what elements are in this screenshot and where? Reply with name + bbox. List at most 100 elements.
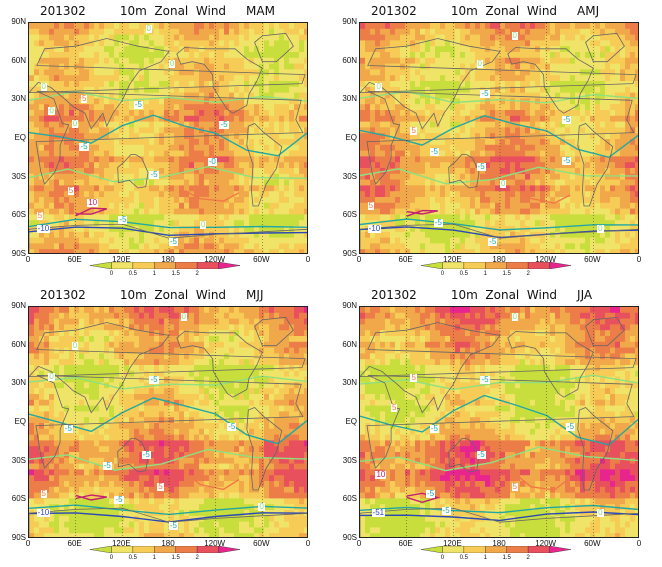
panel-title: 201302 10m Zonal Wind MAM <box>40 4 320 18</box>
lat-tick-label: 60N <box>342 339 357 349</box>
lat-tick-label: 60N <box>342 55 357 65</box>
contour-label: 0 <box>499 179 507 189</box>
contour-label: -5 <box>476 162 486 172</box>
lat-tick-label: EQ <box>345 133 357 142</box>
lon-tick-label: 60E <box>67 539 82 548</box>
contour-label: -5 <box>79 141 89 151</box>
coastline <box>254 316 294 347</box>
coastline <box>360 223 638 253</box>
coastline <box>254 32 294 63</box>
colorbar-swatch <box>196 262 219 269</box>
contour-label: 0 <box>511 30 518 40</box>
contour-label: 5 <box>410 126 417 136</box>
coastline <box>507 47 594 114</box>
lon-tick-label: 60W <box>584 539 601 548</box>
colorbar-tick-label: 1.5 <box>502 555 511 561</box>
lat-tick-label: 30S <box>11 171 26 181</box>
contour-label: 0 <box>258 501 265 511</box>
colorbar-swatch <box>506 546 529 553</box>
contour-label: -5 <box>480 88 490 98</box>
lon-tick-label: 60W <box>584 255 601 264</box>
lon-tick-label: 60W <box>253 539 270 548</box>
colorbar-swatch <box>175 262 198 269</box>
contour-line <box>360 90 638 104</box>
contour-line <box>360 166 638 185</box>
lon-tick-label: 0 <box>356 255 362 264</box>
colorbar-tick-label: 0.5 <box>128 271 138 277</box>
colorbar-tick-label: 1.5 <box>171 555 180 561</box>
lat-tick-label: 90N <box>342 301 357 310</box>
wind-field-svg <box>29 23 307 253</box>
contour-label: -5 <box>118 215 128 225</box>
lat-tick-label: 90S <box>11 249 26 258</box>
colorbar-tick-label: 0.5 <box>128 555 138 561</box>
coastline <box>360 322 637 414</box>
title-variable: 10m Zonal Wind <box>119 4 227 18</box>
lon-tick-label: 180 <box>492 539 506 548</box>
lat-tick-label: 30S <box>342 455 357 465</box>
colorbar-tick-label: 0 <box>440 555 445 561</box>
map-plot: 0 0 -5 0 -5 -5 -5 -5 5 5 -5 -10 -5 0 <box>28 306 308 538</box>
contour-label: 5 <box>40 488 47 498</box>
zonal-wind-panel-amj: 201302 10m Zonal Wind AMJ 0 0 0 -5 -5 5 -5 -5 -5 0 5 -… <box>331 0 662 283</box>
contour-label: 5 <box>367 201 375 211</box>
lon-tick-label: 0 <box>636 539 642 548</box>
colorbar-swatch <box>527 262 550 269</box>
lon-tick-label: 120E <box>111 255 131 264</box>
contour-label: 10 <box>87 198 99 208</box>
coastline <box>585 32 625 63</box>
colorbar-tick-label: 1 <box>152 555 156 561</box>
colorbar-tick-label: 1 <box>483 555 487 561</box>
colorbar-tick-label: 2 <box>195 271 199 277</box>
wind-field-svg <box>360 23 638 253</box>
contour-label: 0 <box>71 118 79 128</box>
colorbar-tick-label: 1 <box>152 271 156 277</box>
coastline <box>117 154 149 189</box>
colorbar-swatch <box>421 546 443 553</box>
coastline <box>360 507 638 537</box>
lon-tick-label: 180 <box>492 255 506 264</box>
zonal-wind-panel-mjj: 201302 10m Zonal Wind MJJ 0 0 -5 0 -5 -5 -5 -5 5 5 -5… <box>0 284 331 567</box>
lat-tick-label: 30N <box>11 94 26 104</box>
colorbar-swatch <box>196 546 219 553</box>
contour-label: -5 <box>562 114 572 124</box>
colorbar-tick-label: 0 <box>440 271 445 277</box>
colorbar-tick-label: 2 <box>195 555 199 561</box>
lat-tick-label: 30S <box>11 455 26 465</box>
lon-tick-label: 120W <box>204 539 226 548</box>
contour-line <box>75 494 107 501</box>
contour-label: 5 <box>391 402 398 412</box>
contour-label: 0 <box>597 224 604 234</box>
contour-label: -5 <box>227 421 237 431</box>
contour-label: -5 <box>433 217 443 227</box>
contour-label: -51 <box>371 508 386 518</box>
colorbar-tick-label: 0 <box>109 271 114 277</box>
contour-label: -5 <box>133 100 143 110</box>
lat-tick-label: 30N <box>342 94 357 104</box>
contour-label: 0 <box>200 220 207 230</box>
contour-label: -5 <box>426 488 436 498</box>
coastline <box>176 331 263 398</box>
contour-label: -10 <box>36 224 51 234</box>
colorbar <box>421 546 571 553</box>
contour-label: 0 <box>375 82 382 92</box>
contour-label: -0 <box>207 157 217 167</box>
lat-tick-label: 60S <box>11 494 26 504</box>
lon-tick-label: 0 <box>25 255 31 264</box>
contour-label: -5 <box>429 146 439 156</box>
contour-label: 0 <box>476 59 483 69</box>
contour-label: 0 <box>40 82 47 92</box>
contour-label: -5 <box>168 237 178 247</box>
contour-line <box>29 448 307 471</box>
contour-label: -5 <box>488 237 498 247</box>
contour-label: 0 <box>48 371 55 381</box>
title-season: JJA <box>577 288 593 302</box>
contour-label: -5 <box>566 421 576 431</box>
contour-label: -5 <box>149 170 159 180</box>
colorbar-swatch <box>506 262 529 269</box>
lon-tick-label: 0 <box>25 539 31 548</box>
shading-field <box>360 23 638 253</box>
coastline <box>176 47 263 114</box>
colorbar-swatch <box>442 262 465 269</box>
lon-tick-label: 60E <box>67 255 82 264</box>
